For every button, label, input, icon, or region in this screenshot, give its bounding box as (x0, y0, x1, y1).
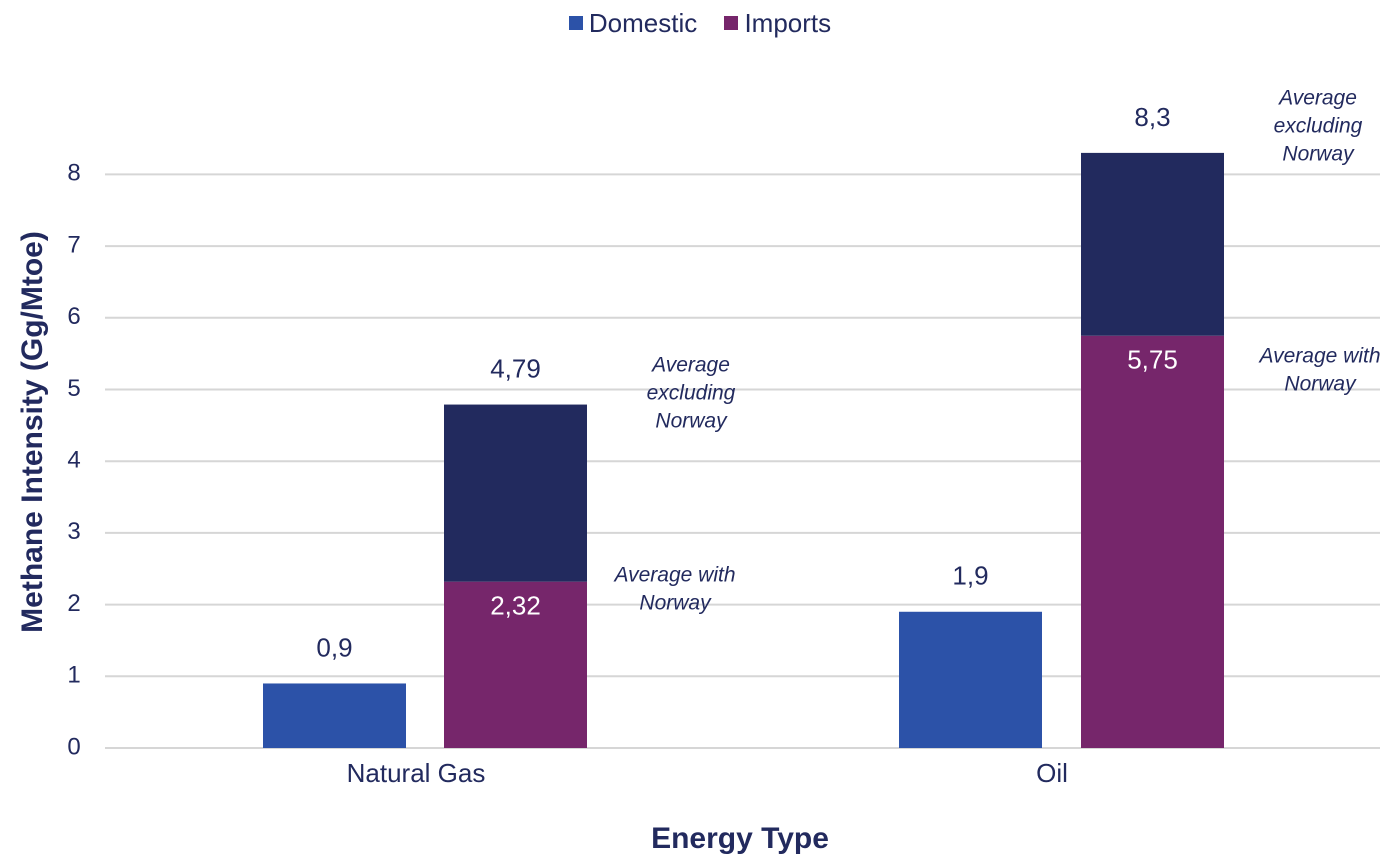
y-tick-label-3: 3 (67, 518, 80, 545)
y-axis-title: Methane Intensity (Gg/Mtoe) (16, 231, 49, 633)
annotation-natural-gas-imports-segment-1-line-1: excluding (647, 382, 736, 405)
annotation-natural-gas-imports-segment-1-line-0: Average (650, 354, 730, 377)
chart-legend: Domestic Imports (0, 6, 1400, 39)
data-label-oil-imports-segment-0: 5,75 (1127, 345, 1178, 375)
x-axis-title: Energy Type (651, 822, 829, 855)
bar-natural-gas-imports-segment-0 (444, 581, 587, 748)
legend-item-domestic[interactable]: Domestic (568, 7, 698, 39)
data-label-natural-gas-imports-segment-1: 4,79 (490, 353, 541, 383)
data-label-natural-gas-domestic: 0,9 (316, 632, 352, 662)
bar-oil-imports-segment-0 (1081, 335, 1224, 748)
legend-swatch-domestic (568, 16, 583, 30)
y-tick-label-1: 1 (67, 662, 80, 689)
annotation-oil-imports-segment-0-line-0: Average with (1257, 345, 1380, 368)
legend-label-imports: Imports (744, 7, 832, 38)
y-tick-label-8: 8 (67, 160, 80, 187)
bar-natural-gas-imports-segment-1 (444, 404, 587, 582)
x-tick-label-natural-gas: Natural Gas (347, 758, 486, 788)
legend-swatch-imports (724, 16, 739, 30)
annotation-oil-imports-segment-1-line-0: Average (1277, 87, 1357, 110)
x-tick-label-oil: Oil (1036, 758, 1068, 788)
bar-natural-gas-domestic-segment-0 (263, 683, 406, 748)
annotation-oil-imports-segment-1-line-2: Norway (1282, 143, 1355, 166)
y-tick-label-7: 7 (67, 231, 80, 258)
bar-oil-imports-segment-1 (1081, 152, 1224, 336)
data-label-natural-gas-imports-segment-0: 2,32 (490, 591, 541, 621)
data-label-oil-imports-segment-1: 8,3 (1134, 102, 1170, 132)
y-tick-label-4: 4 (67, 447, 80, 474)
bar-oil-domestic-segment-0 (899, 611, 1042, 748)
y-tick-label-5: 5 (67, 375, 80, 402)
legend-label-domestic: Domestic (588, 7, 698, 38)
annotation-natural-gas-imports-segment-0-line-0: Average with (612, 564, 735, 587)
annotation-natural-gas-imports-segment-1-line-2: Norway (655, 410, 728, 433)
legend-item-imports[interactable]: Imports (724, 8, 831, 39)
annotation-oil-imports-segment-0-line-1: Norway (1284, 373, 1357, 396)
y-tick-label-6: 6 (67, 303, 80, 330)
y-tick-label-0: 0 (67, 733, 80, 760)
y-tick-label-2: 2 (67, 590, 80, 617)
annotation-natural-gas-imports-segment-0-line-1: Norway (639, 592, 712, 615)
data-label-oil-domestic: 1,9 (952, 561, 988, 591)
annotation-oil-imports-segment-1-line-1: excluding (1274, 115, 1363, 138)
